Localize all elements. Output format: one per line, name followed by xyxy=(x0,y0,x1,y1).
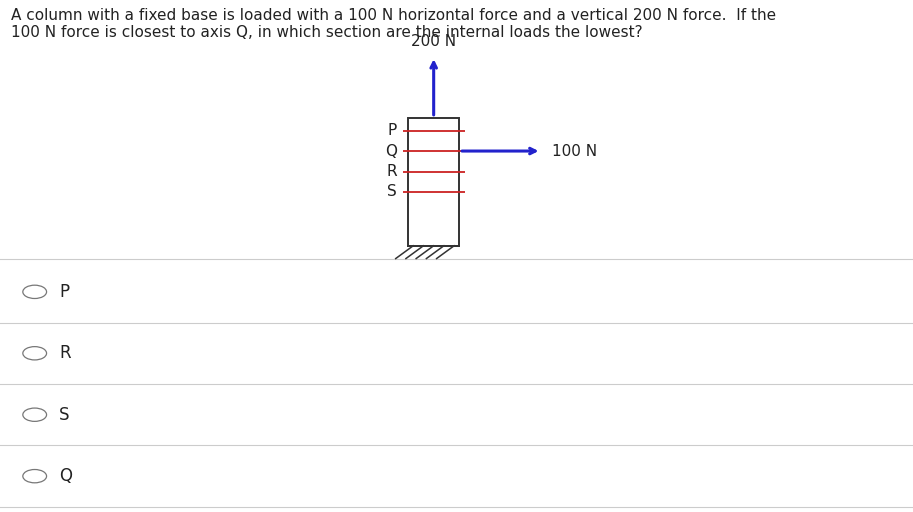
Text: Q: Q xyxy=(59,467,72,485)
Text: Q: Q xyxy=(385,143,397,159)
Text: 200 N: 200 N xyxy=(411,34,456,49)
Text: P: P xyxy=(59,283,69,301)
Text: A column with a fixed base is loaded with a 100 N horizontal force and a vertica: A column with a fixed base is loaded wit… xyxy=(11,8,776,40)
Text: R: R xyxy=(386,164,397,179)
Text: P: P xyxy=(388,123,397,138)
Text: R: R xyxy=(59,344,71,362)
Text: S: S xyxy=(387,184,397,200)
Text: 100 N: 100 N xyxy=(552,143,597,159)
Bar xyxy=(408,118,459,246)
Text: S: S xyxy=(59,406,70,424)
